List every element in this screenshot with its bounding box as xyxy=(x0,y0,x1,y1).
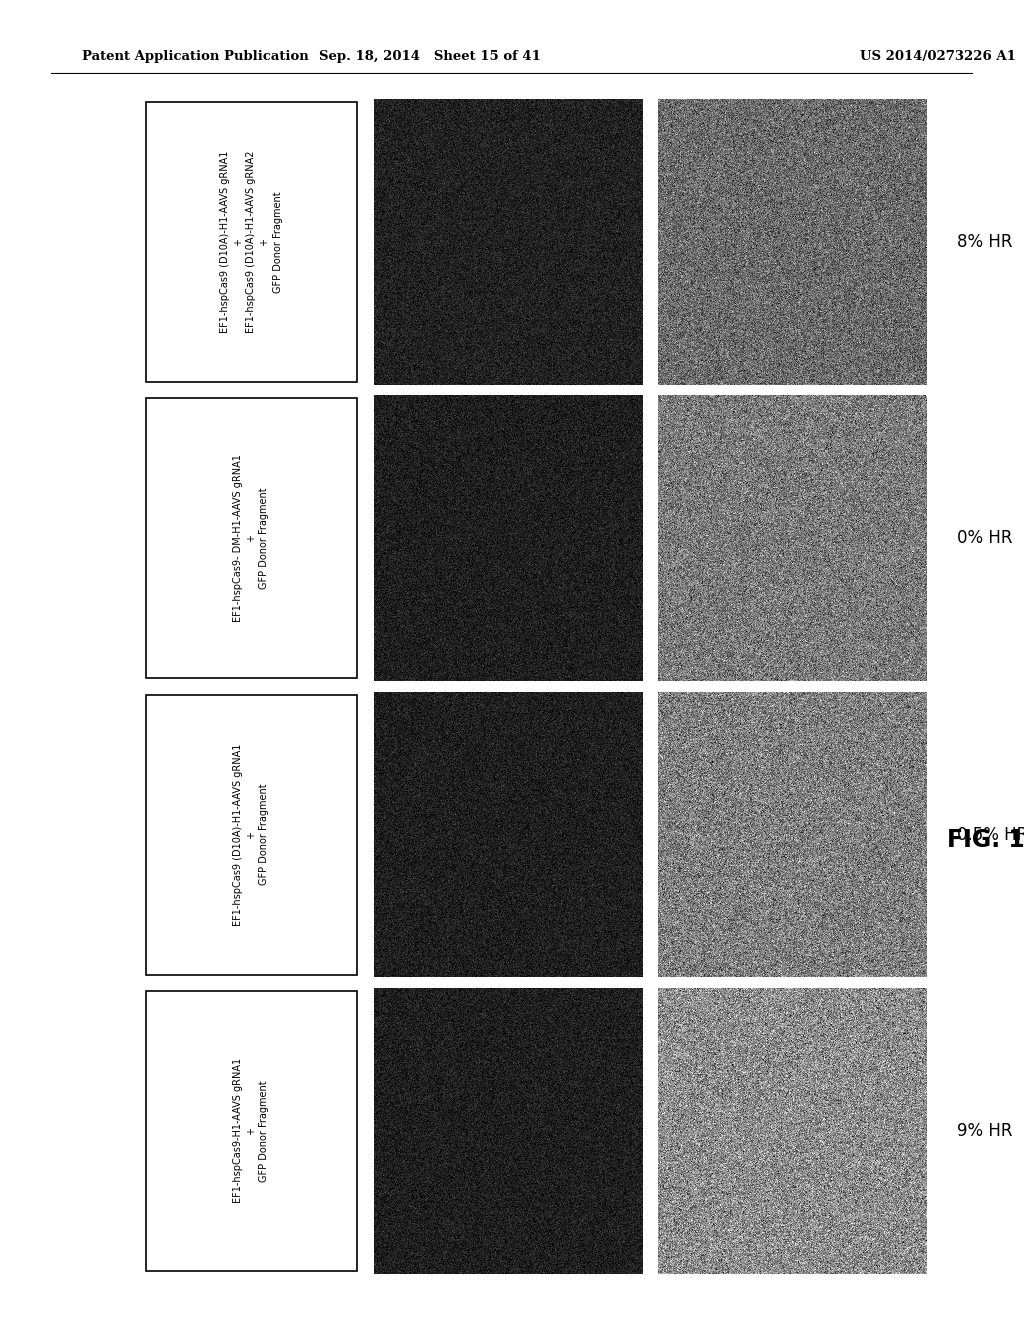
FancyBboxPatch shape xyxy=(145,102,356,381)
FancyBboxPatch shape xyxy=(145,694,356,974)
Text: 0.5% HR: 0.5% HR xyxy=(957,825,1024,843)
Text: EF1-hspCas9 (D10A)-H1-AAVS gRNA1
+
GFP Donor Fragment: EF1-hspCas9 (D10A)-H1-AAVS gRNA1 + GFP D… xyxy=(233,743,269,925)
Text: Patent Application Publication: Patent Application Publication xyxy=(82,50,308,63)
Text: EF1-hspCas9- DM-H1-AAVS gRNA1
+
GFP Donor Fragment: EF1-hspCas9- DM-H1-AAVS gRNA1 + GFP Dono… xyxy=(233,454,269,622)
FancyBboxPatch shape xyxy=(145,399,356,678)
Text: FIG. 12: FIG. 12 xyxy=(947,828,1024,851)
Text: EF1-hspCas9-H1-AAVS gRNA1
+
GFP Donor Fragment: EF1-hspCas9-H1-AAVS gRNA1 + GFP Donor Fr… xyxy=(233,1059,269,1204)
FancyBboxPatch shape xyxy=(145,991,356,1271)
Text: 8% HR: 8% HR xyxy=(957,232,1013,251)
Text: 0% HR: 0% HR xyxy=(957,529,1013,548)
Text: 9% HR: 9% HR xyxy=(957,1122,1013,1140)
Text: Sep. 18, 2014   Sheet 15 of 41: Sep. 18, 2014 Sheet 15 of 41 xyxy=(319,50,541,63)
Text: EF1-hspCas9 (D10A)-H1-AAVS gRNA1
+
EF1-hspCas9 (D10A)-H1-AAVS gRNA2
+
GFP Donor : EF1-hspCas9 (D10A)-H1-AAVS gRNA1 + EF1-h… xyxy=(220,150,283,333)
Text: US 2014/0273226 A1: US 2014/0273226 A1 xyxy=(860,50,1016,63)
